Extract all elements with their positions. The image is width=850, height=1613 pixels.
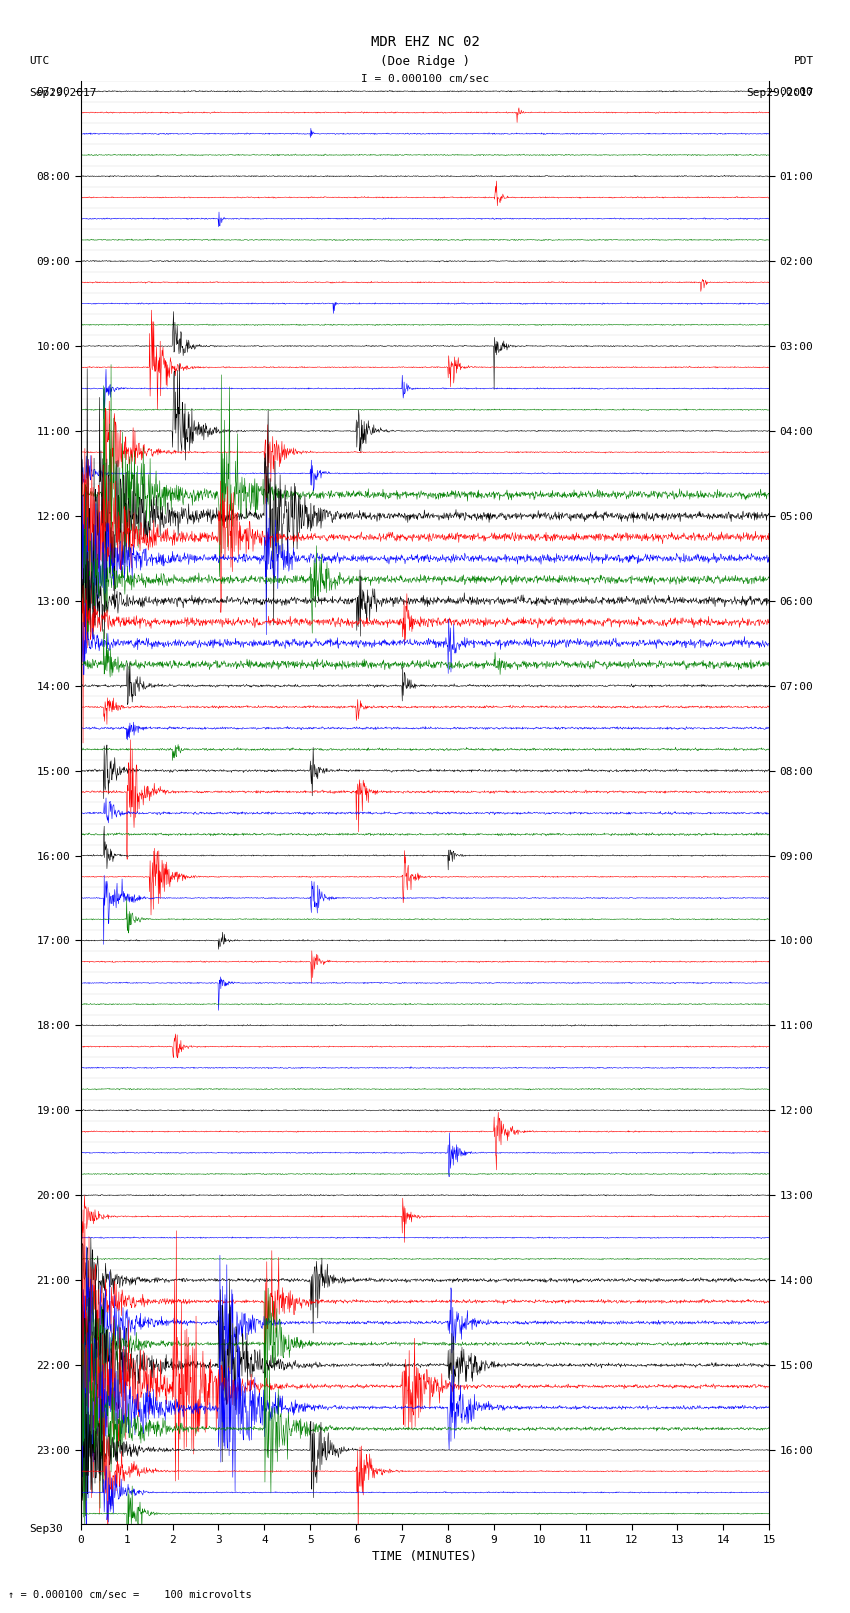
Text: (Doe Ridge ): (Doe Ridge ) — [380, 55, 470, 68]
X-axis label: TIME (MINUTES): TIME (MINUTES) — [372, 1550, 478, 1563]
Text: Sep29,2017: Sep29,2017 — [746, 87, 814, 98]
Text: MDR EHZ NC 02: MDR EHZ NC 02 — [371, 35, 479, 50]
Text: I = 0.000100 cm/sec: I = 0.000100 cm/sec — [361, 74, 489, 84]
Text: PDT: PDT — [794, 56, 814, 66]
Text: ↑ = 0.000100 cm/sec =    100 microvolts: ↑ = 0.000100 cm/sec = 100 microvolts — [8, 1590, 252, 1600]
Text: Sep29,2017: Sep29,2017 — [29, 87, 97, 98]
Text: Sep30: Sep30 — [29, 1524, 63, 1534]
Text: UTC: UTC — [29, 56, 49, 66]
